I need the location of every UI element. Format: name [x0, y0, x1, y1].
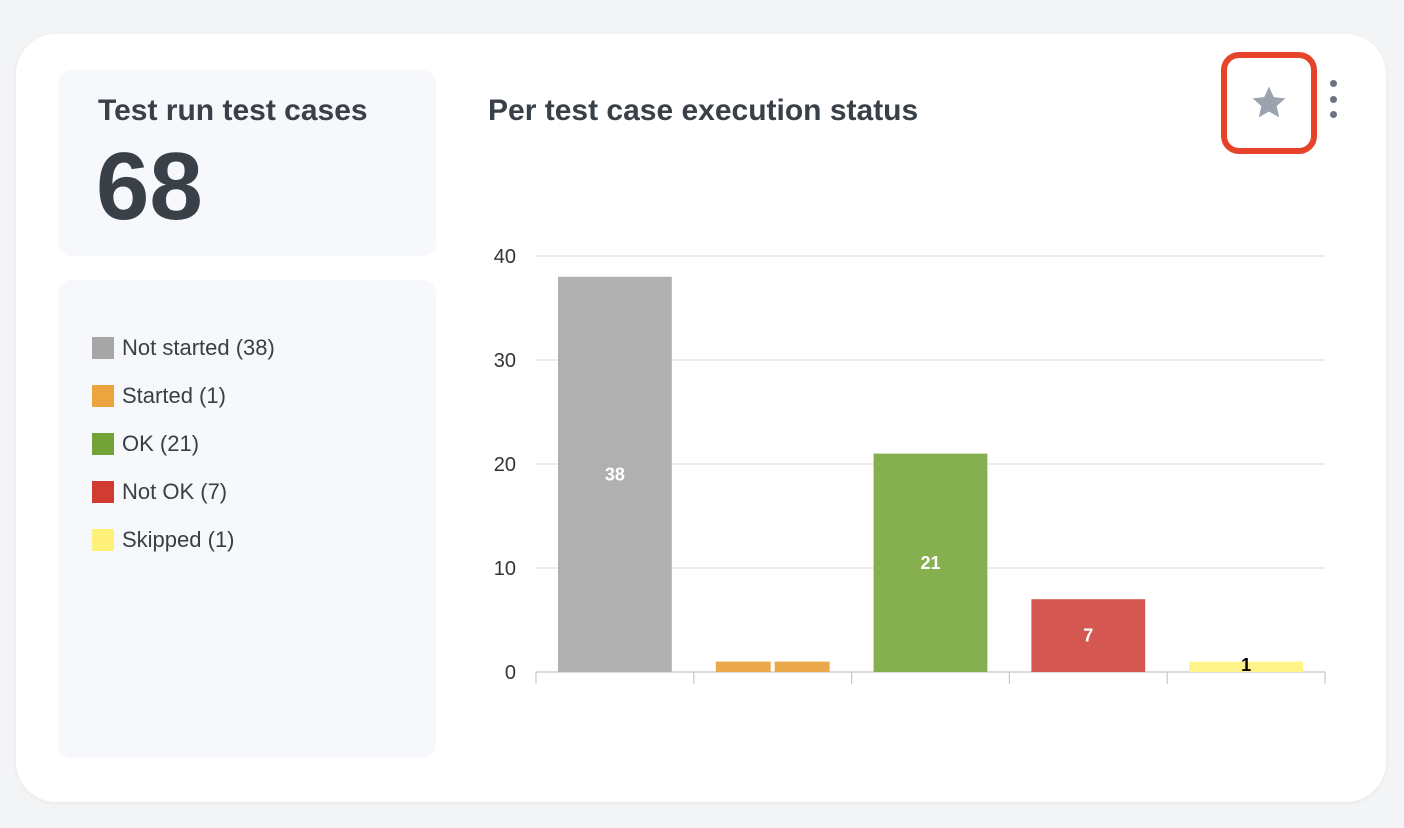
- legend-label: Not OK (7): [122, 479, 228, 504]
- bar-data-label: 38: [605, 464, 625, 484]
- legend-label: OK (21): [122, 431, 200, 456]
- bar-data-label: 21: [920, 553, 940, 573]
- y-tick-label: 20: [494, 454, 516, 476]
- bar-skipped[interactable]: [1189, 661, 1303, 672]
- y-tick-label: 40: [494, 246, 516, 268]
- bar-not-ok[interactable]: [1031, 599, 1146, 672]
- bar-data-label: 7: [1083, 626, 1093, 646]
- summary-title: Test run test cases: [98, 94, 368, 127]
- legend-item-skipped: Skipped (1): [92, 527, 235, 552]
- y-tick-label: 30: [494, 350, 516, 372]
- bar-chart: 0 10 20 30 40 38 21 7 1: [494, 246, 1326, 684]
- y-tick-label: 0: [505, 662, 516, 684]
- legend-panel: Not started (38) Started (1) OK (21) Not…: [58, 280, 436, 758]
- summary-panel: Test run test cases 68: [58, 70, 436, 256]
- summary-count: 68: [96, 133, 203, 240]
- legend-swatch-not-ok: [92, 481, 114, 503]
- favorite-button[interactable]: [1221, 52, 1317, 154]
- legend-item-ok: OK (21): [92, 431, 200, 456]
- legend-swatch-not-started: [92, 337, 114, 359]
- more-options-button[interactable]: [1322, 80, 1344, 118]
- legend-item-not-ok: Not OK (7): [92, 479, 228, 504]
- more-vertical-icon-dot: [1329, 95, 1337, 103]
- legend-label: Not started (38): [122, 335, 275, 360]
- bar-started[interactable]: [715, 661, 771, 672]
- legend-swatch-skipped: [92, 529, 114, 551]
- bar-data-label: 1: [1241, 655, 1251, 675]
- legend-label: Started (1): [122, 383, 226, 408]
- legend-swatch-started: [92, 385, 114, 407]
- more-vertical-icon-dot: [1329, 111, 1337, 118]
- legend-label: Skipped (1): [122, 527, 235, 552]
- more-vertical-icon: [1329, 80, 1337, 87]
- star-icon: [1252, 86, 1286, 118]
- legend-swatch-ok: [92, 433, 114, 455]
- bar-not-started[interactable]: [558, 276, 672, 672]
- bar-ok[interactable]: [873, 453, 988, 672]
- y-tick-label: 10: [494, 558, 516, 580]
- bar-started[interactable]: [774, 661, 830, 672]
- legend-item-not-started: Not started (38): [92, 335, 275, 360]
- legend-item-started: Started (1): [92, 383, 226, 408]
- chart-title: Per test case execution status: [488, 94, 919, 127]
